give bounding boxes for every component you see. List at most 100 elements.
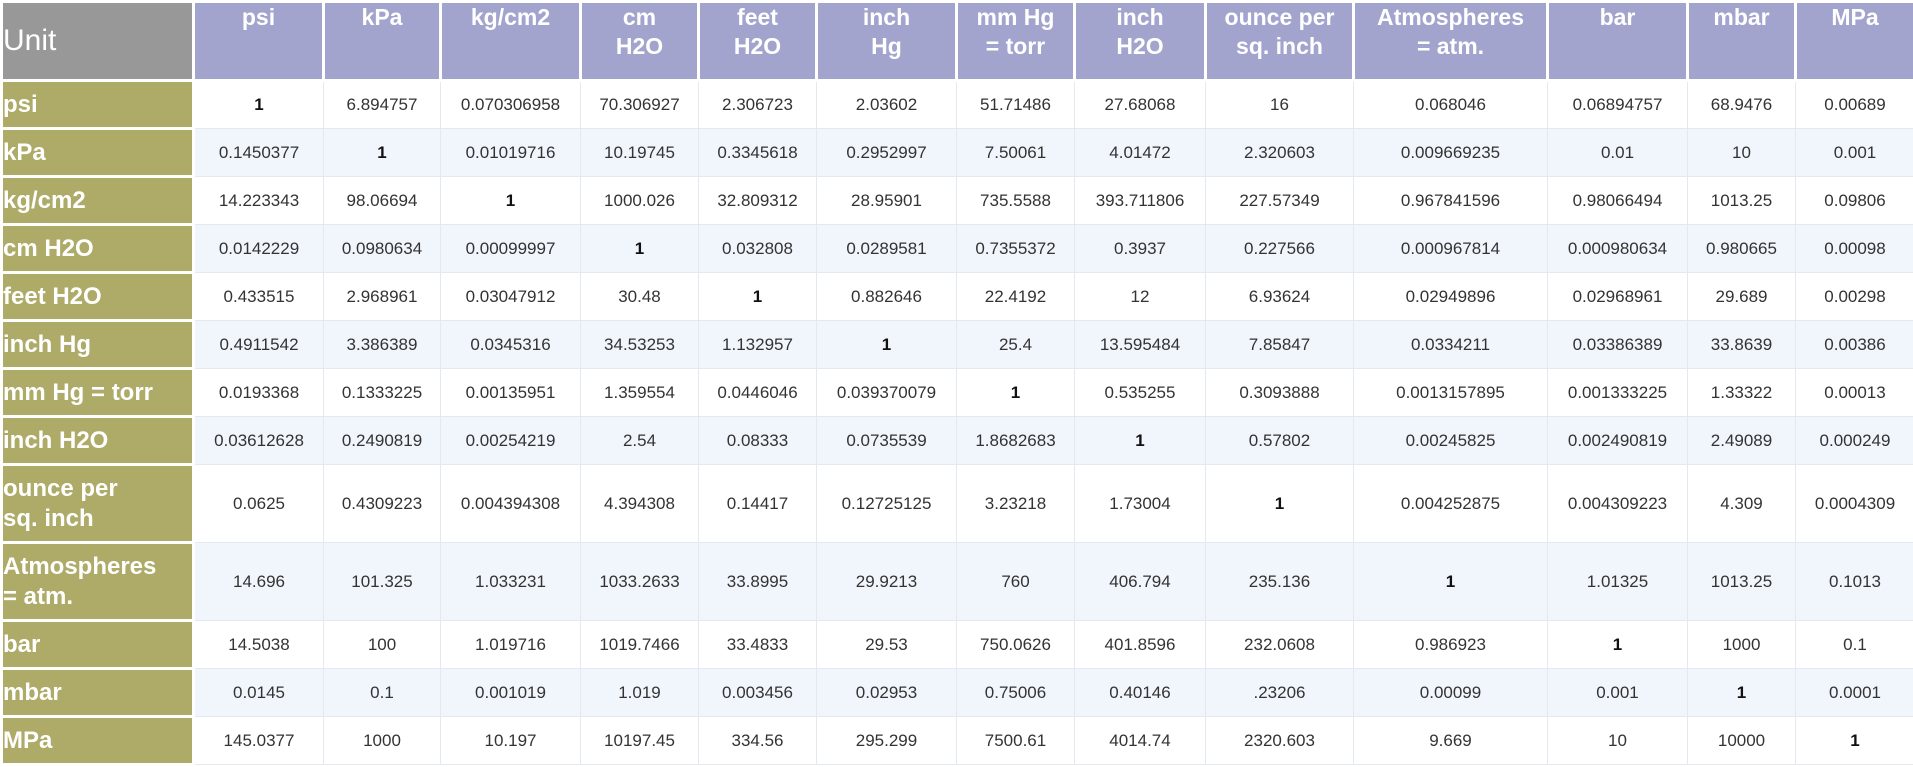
conversion-value-cell: 1 <box>816 320 957 369</box>
conversion-value-cell: 7500.61 <box>956 716 1075 765</box>
conversion-value-cell: 0.00135951 <box>440 368 581 417</box>
conversion-value-cell: 0.004252875 <box>1353 464 1548 543</box>
row-header-label: mbar <box>3 678 62 706</box>
conversion-value-cell: 0.1 <box>1795 620 1913 669</box>
conversion-value-cell: 1 <box>1795 716 1913 765</box>
row-header-label: mm Hg = torr <box>3 378 154 406</box>
table-header: Unit psi kPa kg/cm2 cm H2O feet H2O inch Hg mm Hg… <box>0 0 1913 82</box>
column-header-label: cm <box>622 4 657 31</box>
conversion-value-cell: 14.5038 <box>193 620 324 669</box>
conversion-value-cell: 0.0145 <box>193 668 324 717</box>
conversion-value-cell: 0.070306958 <box>440 80 581 129</box>
column-header-atmospheres: Atmospheres = atm. <box>1352 0 1549 82</box>
conversion-value-cell: 2.49089 <box>1687 416 1796 465</box>
row-header-inch-h2o: inch H2O <box>0 415 195 466</box>
row-header-label: inch H2O <box>3 426 109 454</box>
conversion-value-cell: 0.0289581 <box>816 224 957 273</box>
conversion-value-cell: 0.227566 <box>1205 224 1354 273</box>
conversion-value-cell: 0.3937 <box>1074 224 1206 273</box>
conversion-value-cell: 100 <box>323 620 441 669</box>
conversion-value-cell: 334.56 <box>698 716 817 765</box>
column-header-label: inch <box>1116 4 1164 31</box>
conversion-value-cell: 0.0980634 <box>323 224 441 273</box>
table-row-feet-h2o: feet H2O 0.433515 2.968961 0.03047912 30.48 1… <box>0 271 1913 322</box>
conversion-value-cell: 4014.74 <box>1074 716 1206 765</box>
row-header-kg-cm2: kg/cm2 <box>0 175 195 226</box>
conversion-value-cell: 10000 <box>1687 716 1796 765</box>
conversion-value-cell: 1 <box>193 80 324 129</box>
column-header-inch-h2o: inch H2O <box>1073 0 1207 82</box>
conversion-value-cell: 10.197 <box>440 716 581 765</box>
conversion-value-cell: 25.4 <box>956 320 1075 369</box>
conversion-value-cell: 1019.7466 <box>580 620 699 669</box>
row-header-label: cm H2O <box>3 234 94 262</box>
column-header-label: = atm. <box>1416 33 1485 59</box>
conversion-value-cell: 14.223343 <box>193 176 324 225</box>
table-row-cm-h2o: cm H2O 0.0142229 0.0980634 0.00099997 1 0.032… <box>0 223 1913 274</box>
conversion-value-cell: 16 <box>1205 80 1354 129</box>
conversion-value-cell: 22.4192 <box>956 272 1075 321</box>
column-header-label: ounce per <box>1224 4 1335 31</box>
conversion-value-cell: 0.02953 <box>816 668 957 717</box>
conversion-value-cell: 0.00099 <box>1353 668 1548 717</box>
row-header-label: ounce per <box>3 474 118 502</box>
conversion-value-cell: 0.01 <box>1547 128 1688 177</box>
conversion-value-cell: 235.136 <box>1205 542 1354 621</box>
conversion-value-cell: 0.03612628 <box>193 416 324 465</box>
conversion-value-cell: 1 <box>1353 542 1548 621</box>
conversion-value-cell: 232.0608 <box>1205 620 1354 669</box>
conversion-value-cell: 29.689 <box>1687 272 1796 321</box>
conversion-value-cell: 0.01019716 <box>440 128 581 177</box>
conversion-value-cell: 34.53253 <box>580 320 699 369</box>
conversion-value-cell: 2.968961 <box>323 272 441 321</box>
table-row-mm-hg-torr: mm Hg = torr 0.0193368 0.1333225 0.00135951… <box>0 367 1913 418</box>
column-header-label: Hg <box>871 33 902 59</box>
conversion-value-cell: 0.001019 <box>440 668 581 717</box>
conversion-value-cell: 4.01472 <box>1074 128 1206 177</box>
conversion-value-cell: 33.8639 <box>1687 320 1796 369</box>
conversion-value-cell: 0.003456 <box>698 668 817 717</box>
column-header-label: inch <box>862 4 911 31</box>
conversion-value-cell: 2.54 <box>580 416 699 465</box>
conversion-value-cell: 0.00245825 <box>1353 416 1548 465</box>
conversion-value-cell: 1013.25 <box>1687 542 1796 621</box>
conversion-value-cell: 1 <box>1074 416 1206 465</box>
conversion-value-cell: 145.0377 <box>193 716 324 765</box>
conversion-value-cell: 0.4911542 <box>193 320 324 369</box>
table-row-mpa: MPa 145.0377 1000 10.197 10197.45 334.56 295.2… <box>0 715 1913 766</box>
column-header-mbar: mbar <box>1686 0 1797 82</box>
unit-corner-header: Unit <box>0 0 195 82</box>
column-header-label: kg/cm2 <box>470 4 551 31</box>
row-header-bar: bar <box>0 619 195 670</box>
conversion-value-cell: 0.001333225 <box>1547 368 1688 417</box>
conversion-value-cell: 0.00689 <box>1795 80 1913 129</box>
conversion-value-cell: 2320.603 <box>1205 716 1354 765</box>
conversion-value-cell: 2.03602 <box>816 80 957 129</box>
conversion-value-cell: 1033.2633 <box>580 542 699 621</box>
conversion-value-cell: 0.0625 <box>193 464 324 543</box>
table-row-bar: bar 14.5038 100 1.019716 1019.7466 33.4833 29.… <box>0 619 1913 670</box>
conversion-value-cell: 1.132957 <box>698 320 817 369</box>
conversion-value-cell: 98.06694 <box>323 176 441 225</box>
row-header-label: sq. inch <box>3 504 94 532</box>
row-header-feet-h2o: feet H2O <box>0 271 195 322</box>
conversion-value-cell: 1.01325 <box>1547 542 1688 621</box>
conversion-value-cell: 0.0735539 <box>816 416 957 465</box>
conversion-value-cell: 393.711806 <box>1074 176 1206 225</box>
conversion-value-cell: 735.5588 <box>956 176 1075 225</box>
conversion-value-cell: 227.57349 <box>1205 176 1354 225</box>
conversion-value-cell: 4.394308 <box>580 464 699 543</box>
column-header-label: mbar <box>1713 4 1770 31</box>
conversion-value-cell: 0.0004309 <box>1795 464 1913 543</box>
conversion-value-cell: 406.794 <box>1074 542 1206 621</box>
conversion-value-cell: 10.19745 <box>580 128 699 177</box>
row-header-label: = atm. <box>3 582 74 610</box>
conversion-value-cell: 12 <box>1074 272 1206 321</box>
conversion-value-cell: 0.03386389 <box>1547 320 1688 369</box>
conversion-value-cell: 0.039370079 <box>816 368 957 417</box>
row-header-cm-h2o: cm H2O <box>0 223 195 274</box>
conversion-value-cell: 29.9213 <box>816 542 957 621</box>
conversion-value-cell: 1 <box>698 272 817 321</box>
conversion-value-cell: 33.4833 <box>698 620 817 669</box>
conversion-value-cell: 0.3093888 <box>1205 368 1354 417</box>
